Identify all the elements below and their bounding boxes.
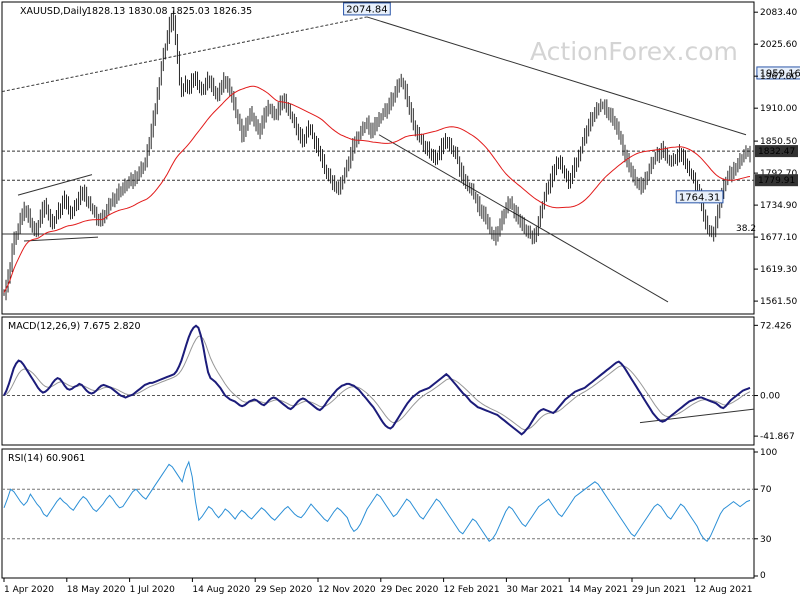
highlight-price-label: 1832.47 bbox=[758, 147, 795, 157]
price-tick-label: 2025.60 bbox=[760, 40, 797, 50]
price-tick-label: 1619.30 bbox=[760, 265, 797, 275]
rsi-line bbox=[3, 460, 751, 543]
x-tick-label: 14 May 2021 bbox=[569, 585, 628, 595]
x-tick-label: 14 Aug 2020 bbox=[192, 585, 250, 595]
macd-line bbox=[3, 324, 751, 436]
rsi-tick-label: 100 bbox=[760, 448, 777, 458]
price-tick-label: 1677.10 bbox=[760, 233, 797, 243]
x-tick-label: 29 Dec 2020 bbox=[381, 585, 439, 595]
rsi-tick-label: 70 bbox=[760, 485, 772, 495]
price-tick-label: 1561.50 bbox=[760, 297, 797, 307]
annotation-box bbox=[756, 66, 800, 80]
rsi-grid bbox=[2, 488, 754, 540]
rsi-tick-label: 0 bbox=[760, 571, 766, 581]
channel-upper-line bbox=[366, 16, 747, 136]
price-bars bbox=[3, 10, 751, 301]
highlight-price-box bbox=[755, 145, 798, 158]
highlight-price-box bbox=[755, 174, 798, 187]
highlight-price-label: 1779.91 bbox=[758, 176, 795, 186]
price-tick-label: 1792.70 bbox=[760, 169, 797, 179]
x-tick-label: 1 Apr 2020 bbox=[4, 585, 54, 595]
annotation-label: 1959.16 bbox=[760, 68, 800, 79]
price-tick-label: 2083.40 bbox=[760, 8, 797, 18]
channel-lower-line bbox=[378, 134, 669, 303]
macd-tick-label: -41.867 bbox=[760, 432, 795, 442]
rsi-panel-frame bbox=[1, 448, 755, 579]
price-trendlines bbox=[1, 16, 747, 303]
symbol-label: XAUUSD,Daily bbox=[20, 6, 88, 17]
price-panel: ActionForex.com XAUUSD,Daily 1828.13 183… bbox=[1, 1, 800, 315]
annotation-label: 2074.84 bbox=[346, 4, 387, 15]
triangle-lower-line bbox=[23, 236, 99, 242]
x-tick-label: 29 Jun 2021 bbox=[632, 585, 686, 595]
watermark: ActionForex.com bbox=[530, 37, 738, 66]
x-tick-label: 12 Nov 2020 bbox=[318, 585, 376, 595]
rsi-label: RSI(14) 60.9061 bbox=[8, 453, 85, 464]
rsi-panel: RSI(14) 60.9061 100 70 30 0 bbox=[1, 448, 777, 581]
price-tick-label: 1734.90 bbox=[760, 201, 797, 211]
x-tick-label: 12 Aug 2021 bbox=[695, 585, 753, 595]
x-tick-label: 1 Jul 2020 bbox=[130, 585, 175, 595]
price-tick-label: 1850.50 bbox=[760, 137, 797, 147]
macd-panel-frame bbox=[1, 316, 755, 446]
x-tick-label: 29 Sep 2020 bbox=[255, 585, 312, 595]
macd-tick-label: 0.00 bbox=[760, 392, 780, 402]
x-tick-label: 12 Feb 2021 bbox=[444, 585, 500, 595]
rsi-line bbox=[3, 460, 751, 543]
macd-panel: MACD(12,26,9) 7.675 2.820 72.426 0.00 -41.… bbox=[1, 316, 795, 446]
moving-average-line bbox=[3, 85, 751, 293]
annotation-box bbox=[675, 190, 724, 204]
rsi-tick-label: 30 bbox=[760, 535, 772, 545]
annotation-label: 1764.31 bbox=[679, 192, 720, 203]
x-tick-label: 18 May 2020 bbox=[67, 585, 126, 595]
price-moving-average bbox=[3, 85, 751, 293]
macd-signal-line bbox=[3, 335, 751, 431]
ohlc-label: 1828.13 1830.08 1825.03 1826.35 bbox=[86, 6, 252, 17]
dotted-trend-line bbox=[1, 16, 368, 93]
macd-label: MACD(12,26,9) 7.675 2.820 bbox=[8, 321, 141, 332]
fib-label: 38.2 bbox=[736, 224, 756, 234]
macd-tick-label: 72.426 bbox=[760, 321, 792, 331]
x-tick-label: 30 Mar 2021 bbox=[506, 585, 563, 595]
macd-axis: 72.426 0.00 -41.867 bbox=[754, 321, 795, 442]
macd-lines bbox=[3, 324, 751, 436]
price-axis: 2083.40 2025.60 1967.80 1910.00 1850.50 1792.… bbox=[754, 8, 798, 307]
rsi-axis: 100 70 30 0 bbox=[754, 448, 777, 581]
x-axis: 1 Apr 2020 18 May 2020 1 Jul 2020 14 Aug 20… bbox=[3, 578, 753, 595]
price-tick-label: 1910.00 bbox=[760, 104, 797, 114]
price-tick-label: 1967.80 bbox=[760, 72, 797, 82]
price-annotations: 2074.841959.161764.311676.651916.301682.… bbox=[343, 2, 800, 204]
triangle-upper-line bbox=[17, 174, 93, 196]
annotation-box bbox=[343, 2, 391, 16]
